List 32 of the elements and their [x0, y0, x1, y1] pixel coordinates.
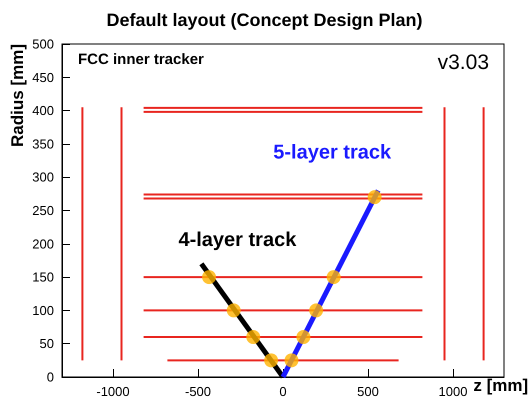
y-tick-label: 300: [32, 170, 54, 185]
point: [264, 353, 278, 368]
series-label: 4-layer track: [178, 228, 298, 251]
y-tick-label: 0: [46, 370, 54, 384]
y-axis-title: Radius [mm]: [8, 44, 27, 147]
point: [226, 303, 241, 318]
y-tick-label: 350: [32, 136, 54, 152]
x-tick-label: 500: [357, 384, 379, 399]
series-label: 5-layer track: [273, 142, 392, 164]
point: [368, 190, 382, 204]
point: [246, 330, 260, 344]
y-tick-label: 50: [40, 336, 54, 352]
y-tick-label: 400: [32, 103, 54, 118]
x-tick-label: 1000: [438, 384, 468, 399]
point: [284, 353, 298, 368]
y-tick-label: 500: [32, 36, 54, 52]
point: [309, 303, 324, 318]
y-tick-label: 150: [32, 270, 54, 285]
y-tick-label: 450: [32, 70, 54, 85]
chart-title: Default layout (Concept Design Plan): [106, 10, 423, 30]
y-tick-label: 250: [32, 203, 54, 218]
point: [202, 270, 216, 284]
y-tick-label: 100: [32, 302, 54, 318]
annotation: FCC inner tracker: [78, 51, 204, 68]
x-axis-title: z [mm]: [473, 376, 528, 395]
point: [326, 270, 341, 284]
annotation: v3.03: [438, 51, 490, 74]
point: [296, 330, 310, 344]
x-tick-label: 0: [279, 384, 287, 399]
y-tick-label: 200: [32, 236, 54, 252]
x-tick-label: -500: [184, 384, 212, 399]
x-tick-label: -1000: [96, 384, 130, 399]
